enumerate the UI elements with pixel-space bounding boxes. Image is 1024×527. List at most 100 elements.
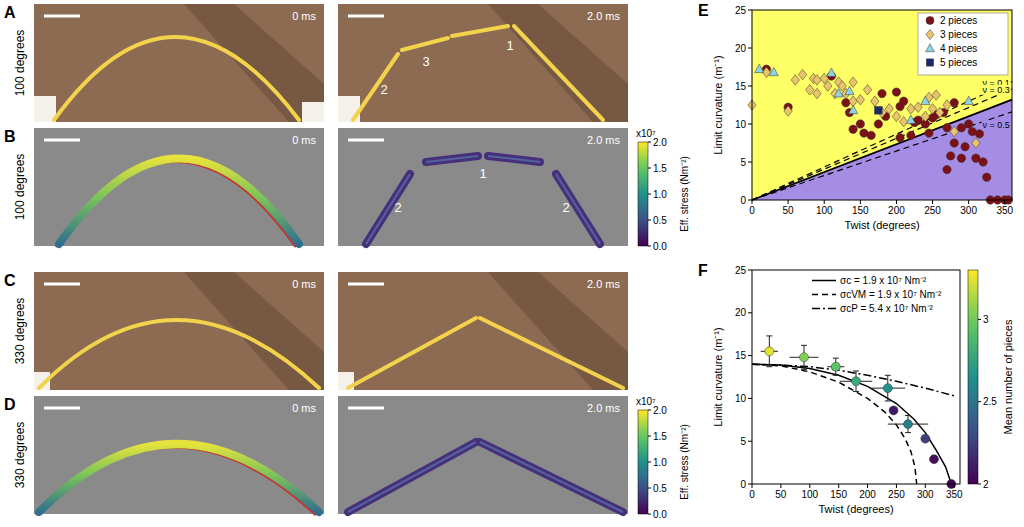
point (813, 75, 821, 86)
rod-piece (366, 174, 410, 244)
region-above (752, 10, 1012, 200)
frame: 2.0 ms212 (338, 128, 628, 246)
row-label: 100 degrees (13, 30, 27, 97)
scale-bar (348, 283, 384, 286)
point (964, 120, 972, 128)
y-tick-label: 20 (735, 307, 747, 318)
x-tick (838, 484, 839, 488)
point (863, 85, 871, 96)
scale-bar (348, 139, 384, 142)
point (964, 96, 973, 104)
y-tick (748, 270, 752, 271)
time-label: 2.0 ms (587, 134, 621, 146)
point (896, 133, 904, 141)
rod-piece (426, 156, 478, 162)
point (875, 107, 883, 115)
y-tick (748, 312, 752, 313)
legend: σc = 1.9 x 10⁷ Nm⁻²σcVM = 1.9 x 10⁷ Nm⁻²… (812, 275, 942, 314)
rod (59, 159, 299, 245)
x-tick-label: 0 (749, 205, 755, 216)
x-tick-label: 250 (924, 205, 941, 216)
x-tick-label: 0 (749, 489, 755, 500)
point (906, 115, 915, 123)
error-cap (905, 432, 911, 433)
point (892, 88, 900, 96)
reference-line (752, 81, 1012, 200)
y-tick-label: 0 (740, 195, 746, 206)
rod-piece (556, 174, 600, 244)
legend-label: 2 pieces (940, 15, 977, 26)
panel-letter: F (698, 262, 708, 279)
y-tick (748, 484, 752, 485)
time-label: 0 ms (292, 134, 316, 146)
colorbar-tick (648, 488, 651, 489)
y-axis-title: Limit curvature (m⁻¹) (712, 327, 724, 426)
x-tick (867, 484, 868, 488)
time-label: 0 ms (292, 278, 316, 290)
legend-label: σcVM = 1.9 x 10⁷ Nm⁻² (840, 289, 942, 300)
colorbar-tick (648, 462, 651, 463)
rod (402, 38, 448, 50)
colorbar-multiplier: x10⁷ (636, 128, 656, 139)
point (907, 131, 915, 139)
photo-background (34, 4, 324, 122)
point (813, 88, 821, 99)
panel-letter: E (698, 2, 709, 19)
point (845, 86, 854, 94)
label-patch (981, 120, 1010, 130)
colorbar-tick (648, 168, 651, 169)
frame: 0 ms (34, 272, 324, 390)
rod-piece (488, 156, 540, 162)
colorbar-tick-label: 2.5 (983, 396, 997, 407)
x-tick-label: 100 (816, 205, 833, 216)
colorbar-tick (648, 194, 651, 195)
point (871, 96, 879, 107)
point (889, 406, 898, 415)
y-tick (748, 124, 752, 125)
y-tick-label: 20 (735, 43, 747, 54)
point (943, 165, 951, 173)
x-tick (824, 200, 825, 204)
error-cap (766, 366, 772, 367)
point (831, 362, 840, 371)
point (852, 377, 861, 386)
colorbar-tick-label: 0.5 (653, 215, 667, 226)
colorbar (968, 270, 978, 484)
plot-frame (752, 270, 960, 484)
x-tick (968, 200, 969, 204)
reference-line (752, 89, 1012, 200)
x-tick (780, 484, 781, 488)
piece-label: 1 (506, 38, 513, 53)
point (791, 75, 799, 86)
colorbar-tick-label: 0.0 (653, 241, 667, 252)
curve (752, 364, 951, 484)
legend-marker (926, 17, 934, 25)
plot-area (748, 10, 1013, 204)
legend-label: 5 pieces (940, 57, 977, 68)
point (769, 67, 778, 75)
y-tick-label: 0 (740, 479, 746, 490)
rod (39, 444, 319, 512)
frame: 0 ms (34, 396, 324, 515)
rod (353, 54, 398, 120)
legend-marker (926, 44, 935, 52)
point (798, 69, 806, 80)
point (842, 99, 850, 107)
y-tick-label: 25 (735, 5, 747, 16)
rod-piece-shade (426, 156, 478, 162)
y-tick-label: 5 (740, 436, 746, 447)
reference-line (752, 100, 1012, 200)
error-cap (905, 415, 911, 416)
point (957, 154, 965, 162)
point (950, 99, 958, 107)
time-label: 2.0 ms (587, 10, 621, 22)
piece-label: 2 (380, 82, 387, 97)
colorbar-multiplier: x10⁷ (636, 396, 656, 407)
line-label: ν = 0.3 (982, 85, 1009, 95)
rod-piece (480, 442, 623, 512)
rod-piece-shade (366, 174, 410, 244)
point (848, 105, 857, 113)
point (824, 81, 832, 92)
colorbar-label: Eff. stress (Nm⁻²) (679, 156, 690, 232)
piece-label: 1 (479, 166, 486, 181)
